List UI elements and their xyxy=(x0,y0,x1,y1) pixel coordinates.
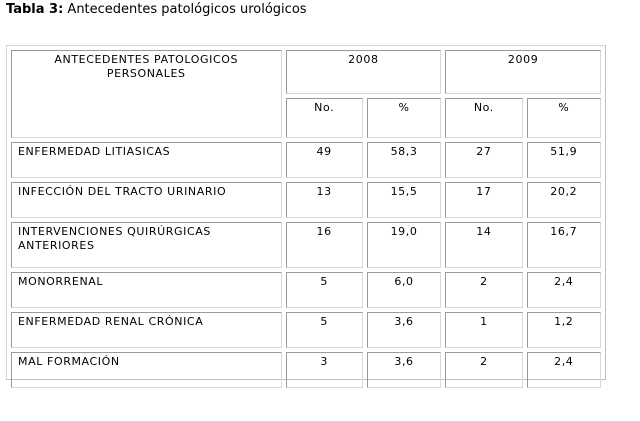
header-category-cell: ANTECEDENTES PATOLOGICOS PERSONALES xyxy=(11,50,282,138)
table-row: MONORRENAL 5 6,0 2 2,4 xyxy=(11,272,601,308)
table-row: INTERVENCIONES QUIRÚRGICAS ANTERIORES 16… xyxy=(11,222,601,268)
header-row-years: ANTECEDENTES PATOLOGICOS PERSONALES 2008… xyxy=(11,50,601,138)
data-table-container: ANTECEDENTES PATOLOGICOS PERSONALES 2008… xyxy=(6,45,606,388)
row-cell: 2 xyxy=(445,352,523,388)
table-row: MAL FORMACIÓN 3 3,6 2 2,4 xyxy=(11,352,601,388)
row-cell: 3,6 xyxy=(366,312,442,348)
row-cell: 1,2 xyxy=(526,312,601,348)
data-table: ANTECEDENTES PATOLOGICOS PERSONALES 2008… xyxy=(7,46,605,392)
row-cell: 27 xyxy=(445,142,523,178)
row-cell: 14 xyxy=(445,222,523,268)
header-year-2008: 2008 xyxy=(285,50,442,94)
header-year-2009: 2009 xyxy=(445,50,601,94)
header-sub-cell: No. xyxy=(445,98,523,138)
row-cell: 6,0 xyxy=(366,272,442,308)
row-cell: 16,7 xyxy=(526,222,601,268)
row-cell: 2 xyxy=(445,272,523,308)
row-cell: 51,9 xyxy=(526,142,601,178)
row-label: MONORRENAL xyxy=(11,272,282,308)
row-cell: 19,0 xyxy=(366,222,442,268)
row-cell: 49 xyxy=(285,142,363,178)
row-cell: 5 xyxy=(285,272,363,308)
row-cell: 5 xyxy=(285,312,363,348)
row-label: INFECCIÓN DEL TRACTO URINARIO xyxy=(11,182,282,218)
caption-text: Antecedentes patológicos urológicos xyxy=(67,2,307,17)
header-sub-cell: % xyxy=(526,98,601,138)
table-row: ENFERMEDAD RENAL CRÓNICA 5 3,6 1 1,2 xyxy=(11,312,601,348)
row-label: ENFERMEDAD RENAL CRÓNICA xyxy=(11,312,282,348)
header-sub-cell: No. xyxy=(285,98,363,138)
row-label: INTERVENCIONES QUIRÚRGICAS ANTERIORES xyxy=(11,222,282,268)
row-cell: 2,4 xyxy=(526,272,601,308)
row-cell: 13 xyxy=(285,182,363,218)
row-cell: 2,4 xyxy=(526,352,601,388)
row-label: MAL FORMACIÓN xyxy=(11,352,282,388)
row-cell: 1 xyxy=(445,312,523,348)
row-cell: 3 xyxy=(285,352,363,388)
header-sub-cell: % xyxy=(366,98,442,138)
row-cell: 15,5 xyxy=(366,182,442,218)
row-cell: 17 xyxy=(445,182,523,218)
row-label: ENFERMEDAD LITIASICAS xyxy=(11,142,282,178)
table-row: INFECCIÓN DEL TRACTO URINARIO 13 15,5 17… xyxy=(11,182,601,218)
row-cell: 16 xyxy=(285,222,363,268)
table-row: ENFERMEDAD LITIASICAS 49 58,3 27 51,9 xyxy=(11,142,601,178)
table-caption: Tabla 3: Antecedentes patológicos urológ… xyxy=(6,2,307,18)
caption-label: Tabla 3: xyxy=(6,2,64,17)
row-cell: 58,3 xyxy=(366,142,442,178)
row-cell: 20,2 xyxy=(526,182,601,218)
header-row-sub: No. % No. % xyxy=(11,98,601,138)
row-cell: 3,6 xyxy=(366,352,442,388)
